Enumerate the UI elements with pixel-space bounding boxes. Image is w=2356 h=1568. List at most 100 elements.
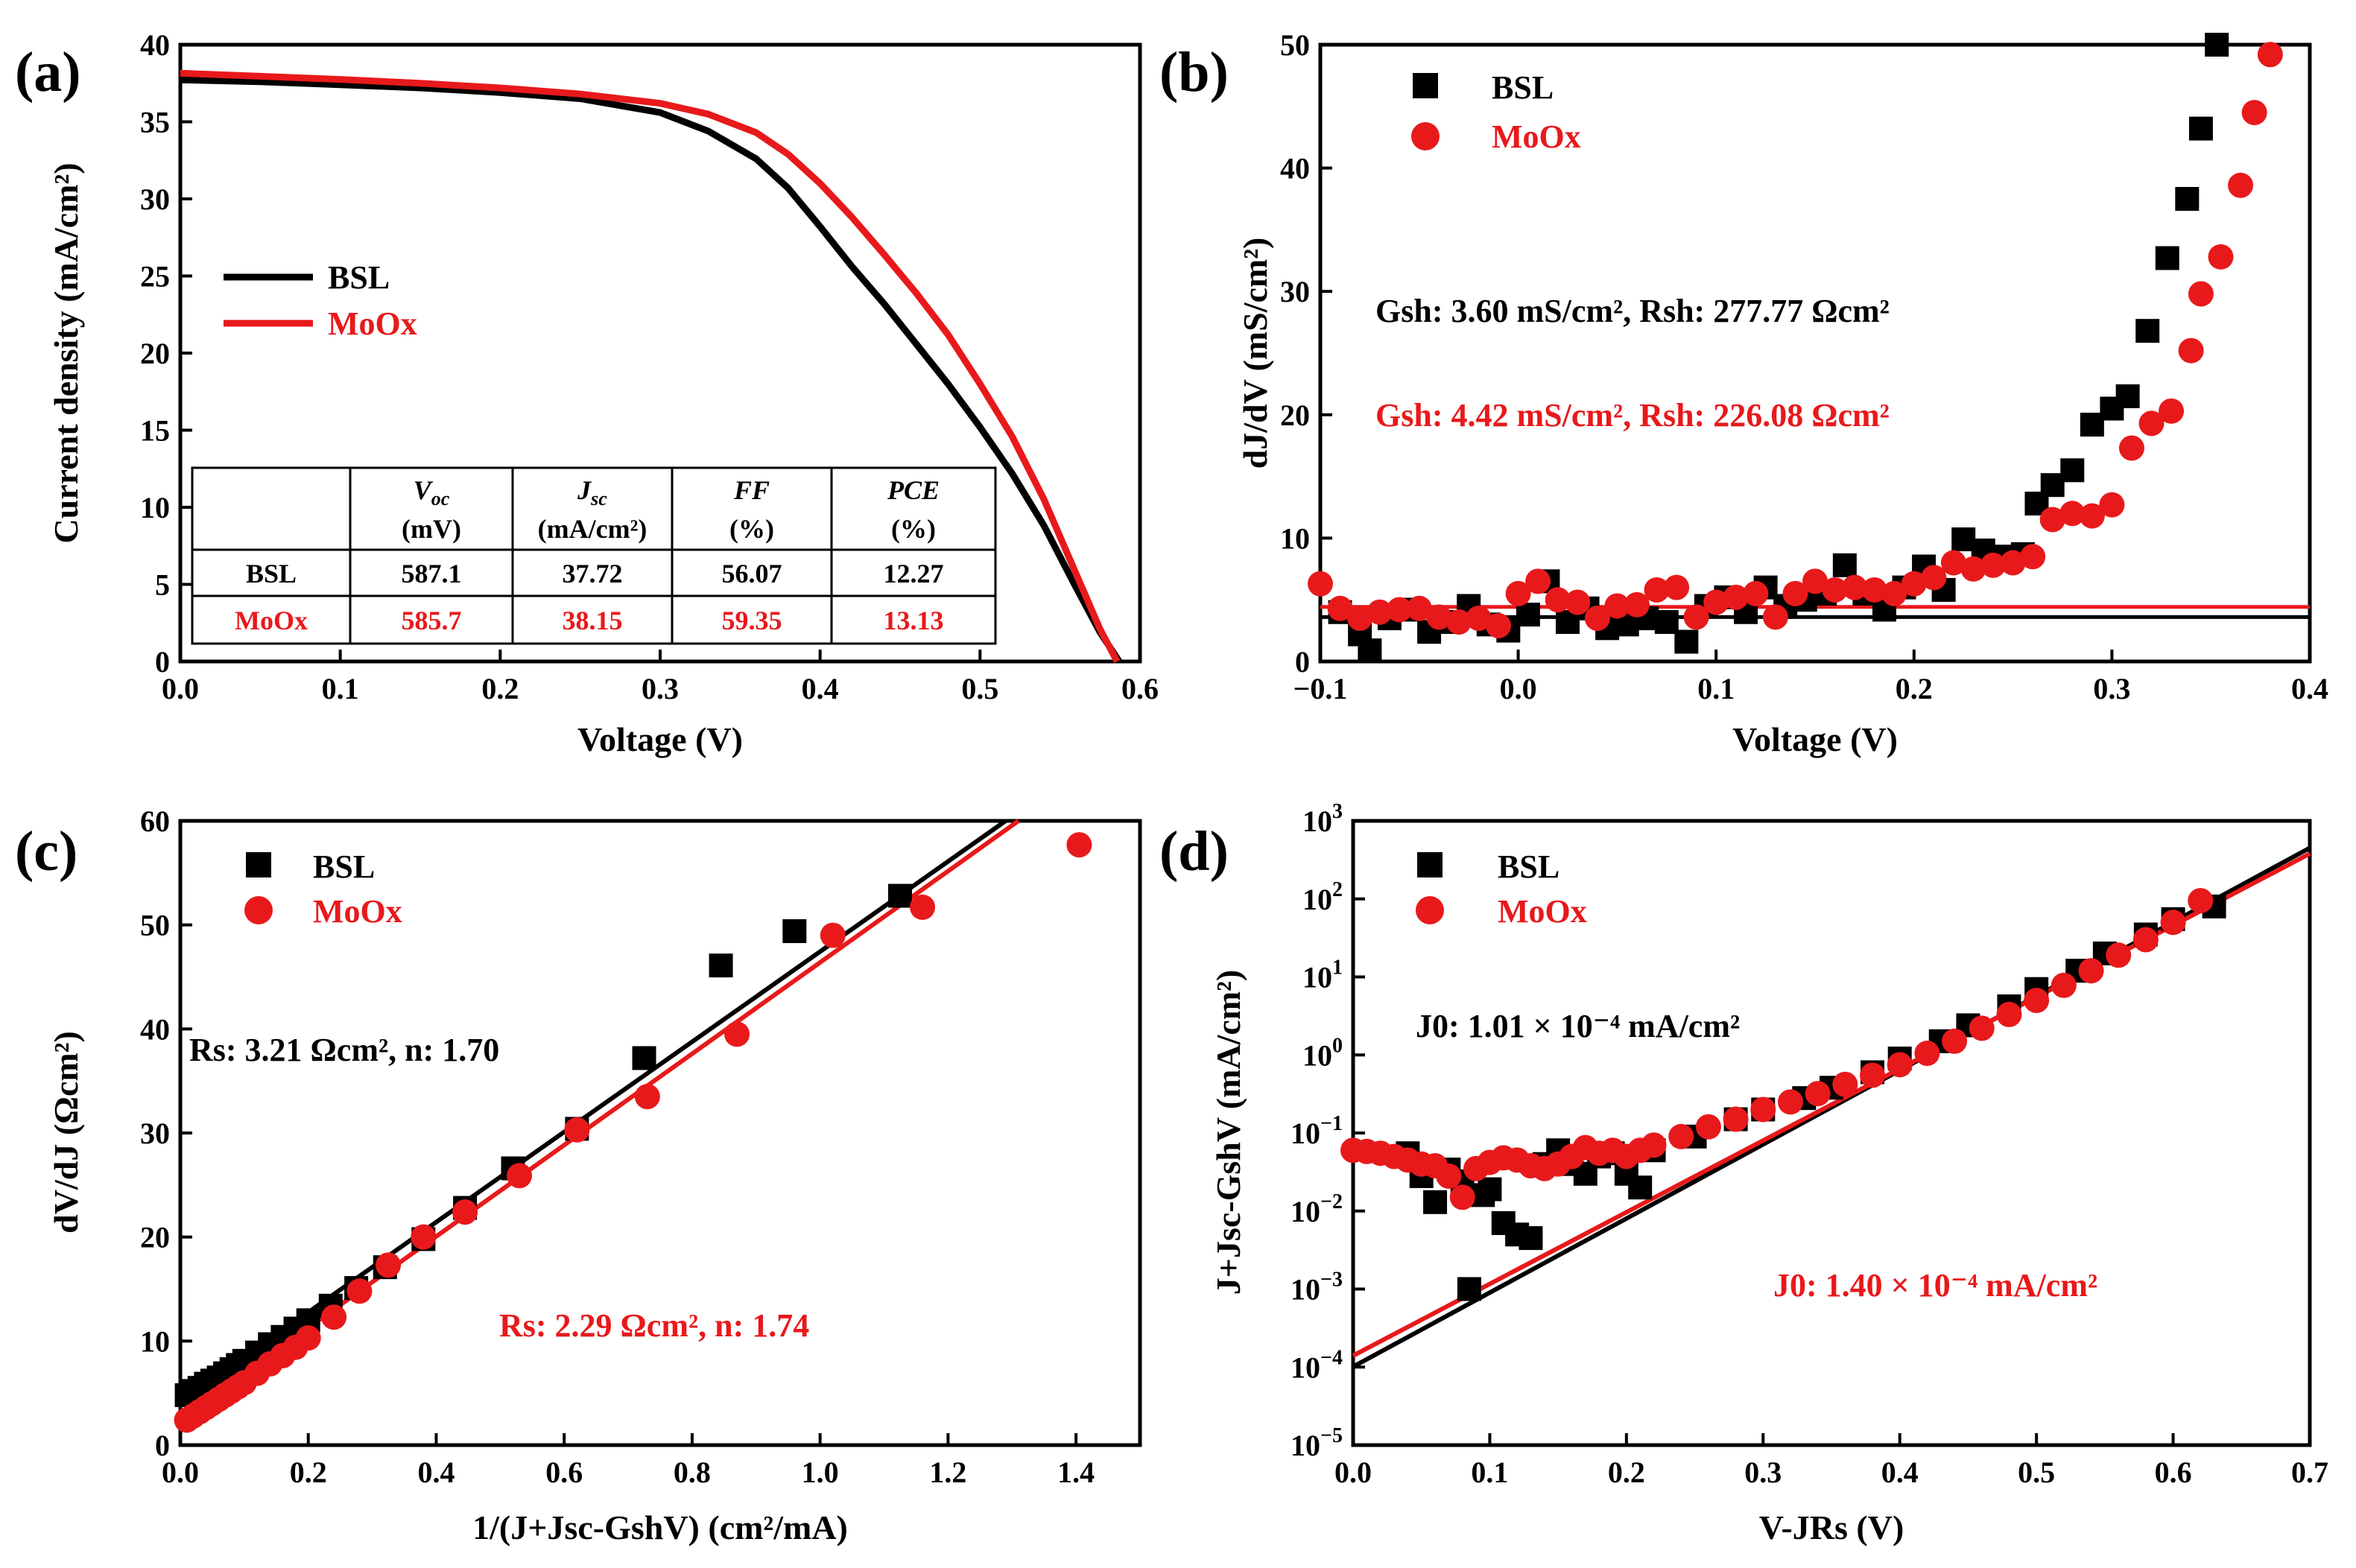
x-tick-label-d: 0.6 xyxy=(2155,1456,2192,1489)
point-b-moox xyxy=(1466,606,1492,632)
panel-a-x-axis-label: Voltage (V) xyxy=(577,720,743,758)
table-frame xyxy=(191,466,997,645)
legend-b-moox-label: MoOx xyxy=(1492,118,1581,155)
point-b-bsl xyxy=(2155,246,2179,270)
table-cell: 585.7 xyxy=(402,606,462,635)
y-tick-label-b: 50 xyxy=(1280,28,1310,62)
legend-d-moox-label: MoOx xyxy=(1498,893,1587,930)
y-tick-label-d: 10−3 xyxy=(1291,1269,1343,1307)
point-b-moox xyxy=(2079,503,2105,529)
point-b-bsl xyxy=(2115,384,2140,408)
point-b-moox xyxy=(1406,595,1432,621)
panel-a-ticks: 0.0 0.1 0.2 0.3 0.4 0.5 0.6 0 5 10 15 20 25 30 35 40 xyxy=(140,28,1159,705)
point-d-moox xyxy=(1723,1106,1749,1132)
panel-b-axes-frame xyxy=(1318,42,2312,664)
point-b-moox xyxy=(2241,100,2267,126)
y-tick-label-a: 10 xyxy=(140,491,170,524)
point-b-moox xyxy=(1367,599,1393,625)
panel-a-curves xyxy=(180,69,1122,664)
x-tick-label-a: 0.2 xyxy=(481,672,519,705)
y-tick-label-a: 35 xyxy=(140,106,170,139)
y-tick-label-d: 10−5 xyxy=(1291,1424,1343,1462)
x-tick-label-c: 0.0 xyxy=(162,1456,199,1489)
table-header: PCE xyxy=(887,475,940,505)
point-d-moox xyxy=(1641,1132,1667,1158)
jv-curve-bsl xyxy=(180,76,1122,664)
panel-c-x-axis-label: 1/(J+Jsc-GshV) (cm²/mA) xyxy=(472,1508,848,1546)
legend-b-bsl-label: BSL xyxy=(1492,69,1554,106)
point-b-bsl xyxy=(2175,187,2200,211)
x-tick-label-a: 0.3 xyxy=(642,672,679,705)
x-tick-label-b: 0.1 xyxy=(1697,672,1735,705)
panel-b: (b) −0.1 0.0 0.1 0.2 0.3 0.4 0 10 20 30 40 50 Volta… xyxy=(1159,28,2328,758)
table-cell: 37.72 xyxy=(563,559,623,588)
point-b-moox xyxy=(2118,435,2144,461)
y-tick-label-d: 10−1 xyxy=(1291,1112,1343,1150)
point-c-moox xyxy=(564,1117,590,1143)
panel-d-annotation-moox: J0: 1.40 × 10⁻⁴ mA/cm² xyxy=(1773,1267,2097,1304)
x-tick-label-b: 0.3 xyxy=(2093,672,2130,705)
point-b-bsl xyxy=(1674,629,1699,654)
panel-d-legend: BSL MoOx xyxy=(1416,848,1587,930)
point-b-moox xyxy=(1387,597,1413,623)
legend-b-moox-marker xyxy=(1411,122,1440,150)
y-tick-label-d: 103 xyxy=(1302,800,1343,838)
table-cell: 56.07 xyxy=(722,559,782,588)
point-d-moox xyxy=(1832,1071,1858,1097)
point-b-moox xyxy=(1426,604,1452,630)
point-b-moox xyxy=(1723,584,1749,610)
x-tick-label-c: 0.4 xyxy=(417,1456,455,1489)
table-row-label: BSL xyxy=(246,559,297,588)
point-d-bsl xyxy=(1457,1277,1481,1301)
x-tick-label-d: 0.7 xyxy=(2291,1456,2328,1489)
x-tick-label-c: 1.4 xyxy=(1057,1456,1095,1489)
point-b-moox xyxy=(1703,589,1729,615)
legend-b-bsl-marker xyxy=(1413,73,1438,98)
table-header: FF xyxy=(733,475,770,505)
y-tick-label-d: 100 xyxy=(1302,1034,1343,1072)
y-tick-label-c: 30 xyxy=(140,1117,170,1150)
panel-c-ticks: 0.0 0.2 0.4 0.6 0.8 1.0 1.2 1.4 0 10 20 30 40 50 60 xyxy=(140,804,1095,1489)
point-d-moox xyxy=(1887,1052,1913,1078)
point-c-moox xyxy=(820,922,846,948)
point-c-moox xyxy=(321,1304,347,1330)
y-tick-label-a: 25 xyxy=(140,260,170,293)
point-b-moox xyxy=(1921,565,1947,591)
point-b-moox xyxy=(1624,591,1650,618)
point-b-moox xyxy=(1762,604,1788,630)
point-c-moox xyxy=(910,894,936,920)
point-b-moox xyxy=(1644,577,1670,603)
point-b-moox xyxy=(2208,244,2234,270)
panel-c-annotation-bsl: Rs: 3.21 Ωcm², n: 1.70 xyxy=(189,1032,499,1068)
point-d-bsl xyxy=(1478,1177,1502,1202)
panel-d-points xyxy=(1340,888,2226,1301)
x-tick-label-b: 0.4 xyxy=(2291,672,2328,705)
panel-c: (c) 0.0 0.2 0.4 0.6 0.8 1.0 1.2 1.4 0 10 20 30 40 50 6… xyxy=(15,804,1142,1546)
panel-d: (d) 0.0 0.1 0.2 0.3 0.4 0.5 0.6 0.7 10−5 10−4 10−3… xyxy=(1159,800,2328,1546)
y-tick-label-a: 20 xyxy=(140,337,170,370)
point-b-moox xyxy=(1327,595,1353,621)
panel-b-annotation-moox: Gsh: 4.42 mS/cm², Rsh: 226.08 Ωcm² xyxy=(1375,397,1890,434)
panel-a-y-axis-label: Current density (mA/cm²) xyxy=(47,162,85,543)
y-tick-label-c: 10 xyxy=(140,1324,170,1358)
point-d-moox xyxy=(1942,1028,1968,1054)
legend-a-bsl-label: BSL xyxy=(328,259,390,296)
y-tick-label-d: 10−2 xyxy=(1291,1190,1343,1228)
fit-line-c-bsl xyxy=(179,819,1007,1405)
point-b-moox xyxy=(1604,593,1630,619)
point-d-moox xyxy=(1996,1001,2022,1027)
panel-b-x-axis-label: Voltage (V) xyxy=(1732,720,1898,758)
point-c-bsl xyxy=(888,883,912,908)
point-b-moox xyxy=(2159,398,2185,424)
point-b-bsl xyxy=(2135,319,2160,343)
point-b-moox xyxy=(1901,571,1927,597)
point-b-moox xyxy=(1565,589,1591,615)
y-tick-label-c: 20 xyxy=(140,1221,170,1254)
point-b-moox xyxy=(1881,580,1907,606)
point-c-bsl xyxy=(782,919,807,944)
table-cell: 38.15 xyxy=(563,606,623,635)
point-b-moox xyxy=(2000,550,2026,576)
table-header-unit: (mV) xyxy=(402,514,461,544)
point-b-bsl xyxy=(1358,638,1382,663)
point-d-moox xyxy=(1777,1089,1803,1115)
